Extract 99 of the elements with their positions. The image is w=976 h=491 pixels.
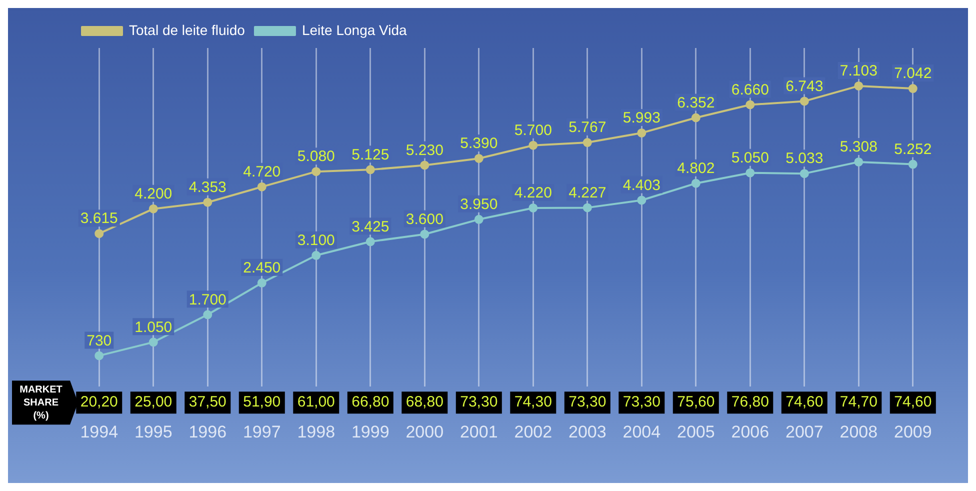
data-label: 5.125 xyxy=(352,146,390,164)
x-tick-label: 2001 xyxy=(460,422,498,442)
data-label: 5.308 xyxy=(840,138,878,156)
data-label: 7.103 xyxy=(840,62,878,80)
x-tick-label: 2006 xyxy=(731,422,770,442)
point xyxy=(908,84,918,94)
data-label: 6.660 xyxy=(731,81,769,98)
legend-label: Total de leite fluido xyxy=(129,22,246,38)
x-tick-label: 1999 xyxy=(351,422,390,442)
text: 74,60 xyxy=(894,394,932,411)
point xyxy=(691,113,700,122)
data-label: 730 xyxy=(86,332,112,350)
text: 51,90 xyxy=(243,394,281,411)
point xyxy=(312,167,321,176)
point xyxy=(420,230,430,239)
point xyxy=(366,165,375,174)
x-tick-label: 1996 xyxy=(188,422,227,442)
point xyxy=(637,196,646,205)
point xyxy=(746,100,755,110)
x-tick-label: 2000 xyxy=(406,422,444,442)
data-label: 5.050 xyxy=(731,150,769,166)
text: 37,50 xyxy=(188,394,226,411)
point xyxy=(854,157,864,166)
point xyxy=(691,178,700,188)
point xyxy=(148,204,158,214)
data-label: 4.353 xyxy=(188,179,226,196)
point xyxy=(148,338,158,347)
data-label: 3.615 xyxy=(80,210,118,228)
x-tick-label: 2005 xyxy=(676,422,715,442)
text: 74,30 xyxy=(514,394,552,411)
x-tick-label: 1997 xyxy=(242,422,281,442)
text: 25,00 xyxy=(134,394,172,411)
legend-label: Leite Longa Vida xyxy=(302,22,408,38)
x-tick-label: 2004 xyxy=(622,422,661,442)
text: 74,60 xyxy=(786,394,824,411)
data-label: 4.720 xyxy=(243,163,281,180)
data-label: 3.100 xyxy=(297,232,335,250)
data-label: 5.252 xyxy=(894,140,932,158)
data-label: 5.390 xyxy=(460,135,498,152)
text: 73,30 xyxy=(568,394,606,411)
x-tick-label: 2009 xyxy=(894,422,932,442)
text: 73,30 xyxy=(460,394,498,411)
point xyxy=(528,140,538,150)
data-label: 4.403 xyxy=(622,176,660,194)
text: MARKET SHARE (%) xyxy=(20,384,62,422)
point xyxy=(854,81,864,90)
data-label: 5.033 xyxy=(786,150,824,168)
point xyxy=(637,128,646,138)
data-label: 5.700 xyxy=(514,122,552,139)
data-label: 5.993 xyxy=(622,110,660,127)
point xyxy=(800,96,809,106)
point xyxy=(582,203,592,212)
x-tick-label: 2002 xyxy=(514,422,552,442)
data-label: 3.600 xyxy=(406,210,444,228)
point xyxy=(800,169,809,178)
x-tick-label: 1995 xyxy=(134,422,172,442)
text: 76,80 xyxy=(731,394,769,411)
data-label: 7.042 xyxy=(894,65,932,82)
data-label: 2.450 xyxy=(243,260,281,277)
x-tick-label: 1998 xyxy=(297,422,336,442)
x-tick-label: 2007 xyxy=(785,422,824,442)
point xyxy=(203,310,212,320)
point xyxy=(94,351,104,360)
point xyxy=(528,203,538,212)
data-label: 1.700 xyxy=(188,291,226,308)
data-label: 4.200 xyxy=(134,185,172,202)
text: 75,60 xyxy=(677,394,715,411)
point xyxy=(420,160,430,170)
data-label: 1.050 xyxy=(134,318,172,336)
data-label: 5.230 xyxy=(406,142,444,159)
point xyxy=(582,138,592,148)
data-label: 4.220 xyxy=(514,184,552,202)
data-label: 3.950 xyxy=(460,196,498,214)
point xyxy=(474,154,484,163)
x-tick-label: 2003 xyxy=(568,422,606,442)
point xyxy=(746,168,755,178)
data-label: 3.425 xyxy=(352,218,390,236)
data-label: 4.227 xyxy=(568,184,606,202)
text: 74,70 xyxy=(840,394,878,411)
text: 20,20 xyxy=(80,394,118,411)
text: 61,00 xyxy=(297,394,335,411)
point xyxy=(203,198,212,207)
data-label: 5.080 xyxy=(297,148,335,166)
text: 73,30 xyxy=(622,394,660,411)
x-tick-label: 1994 xyxy=(80,422,118,442)
point xyxy=(474,214,484,224)
point xyxy=(312,250,321,260)
point xyxy=(366,237,375,246)
text: 68,80 xyxy=(406,394,444,411)
point xyxy=(257,182,266,192)
point xyxy=(94,229,104,238)
data-label: 5.767 xyxy=(568,119,606,136)
text: 66,80 xyxy=(352,394,390,411)
data-label: 6.743 xyxy=(786,78,824,95)
point xyxy=(908,160,918,169)
point xyxy=(257,278,266,288)
data-label: 4.802 xyxy=(677,160,715,177)
x-tick-label: 2008 xyxy=(840,422,878,442)
data-label: 6.352 xyxy=(677,94,715,112)
